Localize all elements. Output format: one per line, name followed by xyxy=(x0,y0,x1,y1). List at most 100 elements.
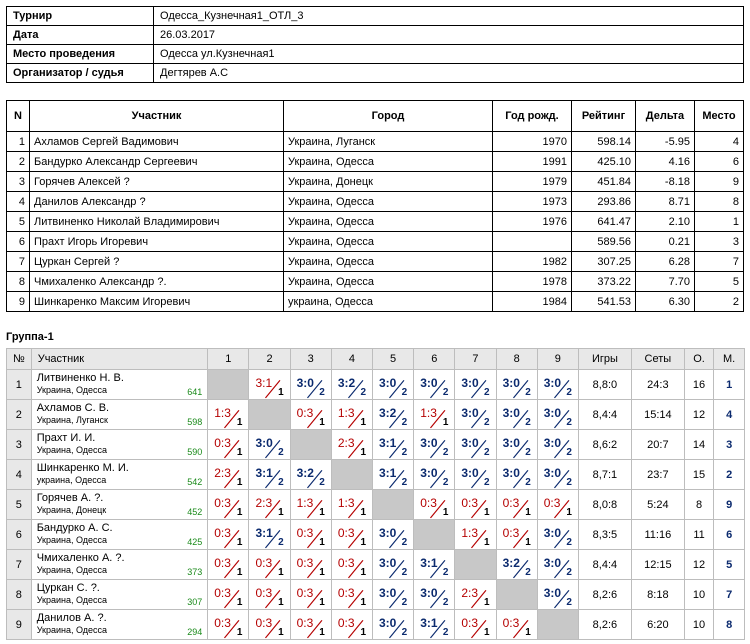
participants-header: N xyxy=(6,100,30,132)
match-points: 2 xyxy=(360,387,366,398)
match-sets: 3:0 xyxy=(255,436,273,450)
score-divider xyxy=(347,530,364,549)
match-cell: 0:3 1 xyxy=(330,609,374,640)
participant-cell: 7 xyxy=(694,251,744,272)
group-place: 4 xyxy=(713,399,745,430)
match-sets: 2:3 xyxy=(337,436,355,450)
match-points: 2 xyxy=(401,447,408,458)
score-divider xyxy=(553,470,570,489)
participant-cell: 1978 xyxy=(492,271,572,292)
match-score: 3:1 1 xyxy=(251,370,287,399)
match-score: 0:3 1 xyxy=(293,610,329,639)
score-divider xyxy=(512,470,529,489)
match-score: 0:3 1 xyxy=(540,490,576,519)
match-score: 0:3 1 xyxy=(293,400,329,429)
match-cell: 0:3 1 xyxy=(330,549,374,580)
group-points: 10 xyxy=(683,609,715,640)
match-cell: 3:0 2 xyxy=(495,459,538,490)
group-sets: 11:16 xyxy=(630,519,685,550)
match-sets: 1:3 xyxy=(420,406,437,420)
match-cell: 3:0 2 xyxy=(495,369,538,400)
participants-table: N Участник Город Год рожд. Рейтинг Дельта Мест… xyxy=(6,100,744,312)
score-divider xyxy=(347,620,364,639)
score-divider xyxy=(553,590,570,609)
participant-cell: 4.16 xyxy=(635,151,695,172)
diagonal-cell xyxy=(371,489,415,520)
match-points: 1 xyxy=(278,387,284,398)
match-score: 3:0 2 xyxy=(375,550,411,579)
match-score: 3:0 2 xyxy=(416,370,452,399)
score-divider xyxy=(553,440,570,459)
group-row-number: 3 xyxy=(6,429,32,460)
score-divider xyxy=(471,410,487,429)
group-row: 9 Данилов А. ?. Украина, Одесса 294 0:3 1 0:3 1… xyxy=(6,609,745,640)
match-cell: 2:3 1 xyxy=(330,429,374,460)
score-divider xyxy=(512,380,529,399)
match-score: 1:3 1 xyxy=(293,490,329,519)
match-cell: 3:0 2 xyxy=(371,579,415,610)
match-points: 1 xyxy=(484,597,490,608)
match-sets: 3:0 xyxy=(543,586,562,600)
match-cell: 0:3 1 xyxy=(454,489,497,520)
score-divider xyxy=(512,440,529,459)
group-place: 9 xyxy=(713,489,745,520)
score-divider xyxy=(306,500,323,519)
match-cell: 3:1 2 xyxy=(413,609,456,640)
match-score: 3:0 2 xyxy=(499,430,535,459)
player-rating: 590 xyxy=(187,447,203,457)
participant-cell: Украина, Одесса xyxy=(283,211,493,232)
match-cell: 3:0 2 xyxy=(413,579,456,610)
match-cell: 3:0 2 xyxy=(536,459,579,490)
participants-header: Дельта xyxy=(635,100,695,132)
player-city: Украина, Одесса xyxy=(36,625,108,635)
match-score: 0:3 1 xyxy=(210,520,246,549)
match-score: 0:3 1 xyxy=(293,580,329,609)
match-score: 3:0 2 xyxy=(499,370,535,399)
diagonal-cell xyxy=(248,399,291,430)
participant-cell: -8.18 xyxy=(635,171,695,192)
match-points: 2 xyxy=(442,567,449,578)
participants-header: Город xyxy=(283,100,493,132)
match-score: 3:1 2 xyxy=(251,520,287,549)
match-score: 0:3 1 xyxy=(210,430,246,459)
match-cell: 3:0 2 xyxy=(248,429,291,460)
participant-cell: 425.10 xyxy=(571,151,636,172)
participant-cell: 9 xyxy=(6,291,30,312)
participant-cell: 2.10 xyxy=(635,211,695,232)
group-row: 4 Шинкаренко М. И. украина, Одесса 542 2:3 1 3… xyxy=(6,459,745,490)
match-sets: 3:0 xyxy=(379,556,397,570)
match-points: 2 xyxy=(401,477,408,488)
group-results-table: № Участник 1 2 3 4 5 6 7 8 9 Игры Сеты О. М. 1 Литвинен… xyxy=(6,348,745,640)
match-cell: 3:0 2 xyxy=(371,369,415,400)
match-cell: 3:0 2 xyxy=(536,429,579,460)
group-sets: 6:20 xyxy=(630,609,685,640)
group-row-number: 9 xyxy=(6,609,32,640)
match-cell: 0:3 1 xyxy=(207,489,250,520)
match-cell: 3:0 2 xyxy=(495,429,538,460)
participant-cell: 1991 xyxy=(492,151,572,172)
match-cell: 1:3 1 xyxy=(330,489,374,520)
match-score: 3:0 2 xyxy=(540,430,576,459)
match-cell: 0:3 1 xyxy=(495,609,538,640)
match-score: 0:3 1 xyxy=(210,610,246,639)
match-score: 3:0 2 xyxy=(251,430,287,459)
group-place: 7 xyxy=(713,579,745,610)
participant-cell: 6 xyxy=(694,151,744,172)
score-divider xyxy=(224,590,240,609)
diagonal-cell xyxy=(536,609,579,640)
score-divider xyxy=(265,530,281,549)
match-score: 3:1 2 xyxy=(416,610,452,639)
match-score: 0:3 1 xyxy=(499,490,535,519)
group-row-number: 5 xyxy=(6,489,32,520)
match-points: 2 xyxy=(442,627,449,638)
participant-row: 6 Прахт Игорь Игоревич Украина, Одесса 589.… xyxy=(6,231,744,252)
match-score: 0:3 1 xyxy=(251,580,287,609)
match-points: 1 xyxy=(236,597,243,608)
score-divider xyxy=(347,590,364,609)
score-divider xyxy=(430,590,446,609)
score-divider xyxy=(388,530,405,549)
score-divider xyxy=(471,380,487,399)
player-name: Данилов А. ?. xyxy=(36,612,107,624)
match-score: 3:2 2 xyxy=(499,550,535,579)
participant-row: 3 Горячев Алексей ? Украина, Донецк 1979 451… xyxy=(6,171,744,192)
